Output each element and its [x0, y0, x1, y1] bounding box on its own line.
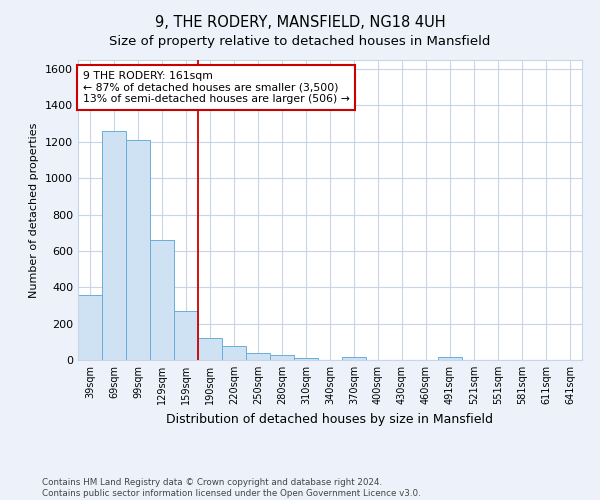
Bar — [342, 358, 366, 360]
Bar — [150, 240, 174, 360]
Text: Contains HM Land Registry data © Crown copyright and database right 2024.
Contai: Contains HM Land Registry data © Crown c… — [42, 478, 421, 498]
Bar — [270, 356, 294, 360]
Bar — [438, 358, 462, 360]
Bar — [174, 311, 198, 360]
Bar — [102, 131, 126, 360]
Bar — [246, 352, 270, 360]
Bar — [126, 140, 150, 360]
Text: 9 THE RODERY: 161sqm
← 87% of detached houses are smaller (3,500)
13% of semi-de: 9 THE RODERY: 161sqm ← 87% of detached h… — [83, 71, 350, 104]
Y-axis label: Number of detached properties: Number of detached properties — [29, 122, 40, 298]
Text: 9, THE RODERY, MANSFIELD, NG18 4UH: 9, THE RODERY, MANSFIELD, NG18 4UH — [155, 15, 445, 30]
X-axis label: Distribution of detached houses by size in Mansfield: Distribution of detached houses by size … — [167, 412, 493, 426]
Bar — [198, 338, 222, 360]
Text: Size of property relative to detached houses in Mansfield: Size of property relative to detached ho… — [109, 35, 491, 48]
Bar — [294, 358, 318, 360]
Bar — [78, 294, 102, 360]
Bar — [222, 346, 246, 360]
